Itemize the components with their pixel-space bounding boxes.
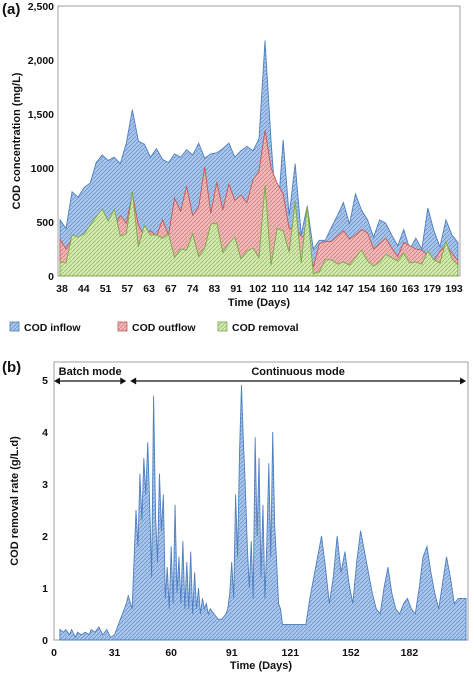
x-tick-label: 147 [336, 283, 354, 295]
continuous-mode-arrow [130, 377, 467, 385]
panel-label-b: (b) [2, 359, 21, 376]
legend-swatch [217, 321, 228, 332]
area-series-cod-inflow [59, 40, 459, 277]
legend-entry: COD inflow [24, 322, 81, 334]
x-tick-label: 83 [209, 283, 221, 295]
mode-annotations: Batch mode Continuous mode [54, 366, 467, 385]
batch-mode-label: Batch mode [59, 366, 122, 378]
y-tick-label: 0 [42, 635, 48, 647]
chart-a: (a) 0 500 1000 1,500 2,000 2,500 38 44 51 57 63 67… [2, 1, 463, 334]
x-tick-label: 74 [187, 283, 199, 295]
legend-a: COD inflow COD outflow COD removal [9, 321, 299, 334]
y-tick-label: 3 [42, 479, 48, 491]
x-tick-label: 44 [78, 283, 90, 295]
y-tick-label: 2,500 [28, 1, 54, 13]
x-tick-label: 57 [121, 283, 133, 295]
x-tick-label: 91 [230, 283, 242, 295]
y-tick-label: 500 [36, 217, 54, 229]
x-tick-label: 154 [358, 283, 376, 295]
x-tick-label: 193 [445, 283, 463, 295]
legend-entry: COD removal [232, 322, 299, 334]
y-axis-label-a: COD concentration (mg/L) [11, 72, 23, 209]
y-tick-label: 5 [42, 375, 48, 387]
y-axis-label-b: COD removal rate (g/L.d) [9, 436, 21, 566]
x-tick-label: 160 [380, 283, 398, 295]
x-tick-label: 110 [271, 283, 288, 295]
x-tick-label: 182 [401, 647, 419, 659]
y-tick-label: 1000 [31, 163, 55, 175]
x-tick-label: 91 [226, 647, 238, 659]
legend-swatch [9, 321, 20, 332]
x-axis-label-a: Time (Days) [228, 297, 290, 309]
legend-swatch [117, 321, 128, 332]
x-tick-label: 142 [315, 283, 333, 295]
x-tick-label: 121 [282, 647, 300, 659]
y-tick-label: 2,000 [28, 55, 54, 67]
batch-mode-arrow [54, 377, 127, 385]
chart-b: (b) 0 1 2 3 4 5 0 31 60 91 121 152 182 Batch mode Co… [2, 359, 469, 672]
x-tick-label: 163 [402, 283, 420, 295]
panel-label-a: (a) [2, 1, 20, 18]
x-tick-label: 0 [51, 647, 57, 659]
x-tick-label: 31 [109, 647, 121, 659]
y-tick-label: 4 [42, 427, 48, 439]
x-tick-label: 51 [100, 283, 112, 295]
y-tick-label: 1,500 [28, 109, 54, 121]
x-tick-label: 63 [143, 283, 155, 295]
x-axis-label-b: Time (Days) [230, 660, 292, 672]
x-tick-label: 102 [249, 283, 267, 295]
legend-entry: COD outflow [132, 322, 196, 334]
area-series-cod-removal-rate [59, 385, 467, 641]
x-tick-label: 38 [56, 283, 68, 295]
y-tick-label: 2 [42, 531, 48, 543]
x-tick-label: 60 [165, 647, 177, 659]
continuous-mode-label: Continuous mode [251, 366, 345, 378]
x-tick-label: 67 [165, 283, 177, 295]
x-tick-label: 114 [293, 283, 310, 295]
area-series-cod-removal [59, 185, 459, 277]
x-tick-label: 152 [342, 647, 360, 659]
x-tick-label: 179 [423, 283, 441, 295]
y-tick-label: 0 [48, 271, 54, 283]
y-tick-label: 1 [42, 583, 48, 595]
